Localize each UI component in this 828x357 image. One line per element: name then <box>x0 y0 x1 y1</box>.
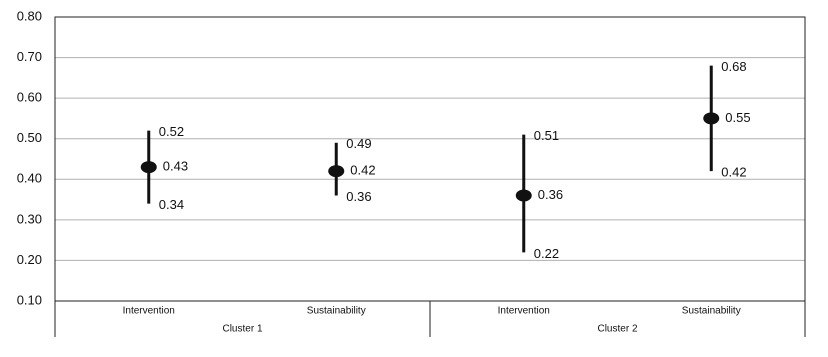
x-tick-label: Intervention <box>498 306 550 317</box>
value-label: 0.36 <box>346 189 371 204</box>
group-label: Cluster 2 <box>597 324 637 335</box>
point <box>328 165 345 178</box>
point <box>515 189 532 202</box>
y-tick-label: 0.80 <box>17 8 42 23</box>
y-tick-label: 0.20 <box>17 252 42 267</box>
x-tick-label: Intervention <box>123 306 175 317</box>
y-tick-label: 0.30 <box>17 211 42 226</box>
value-label: 0.55 <box>725 110 750 125</box>
y-tick-label: 0.60 <box>17 90 42 105</box>
value-label: 0.42 <box>721 165 746 180</box>
value-label: 0.43 <box>163 159 188 174</box>
y-tick-label: 0.10 <box>17 292 42 307</box>
y-tick-label: 0.40 <box>17 171 42 186</box>
value-label: 0.22 <box>534 246 559 261</box>
value-label: 0.34 <box>159 197 184 212</box>
point <box>140 161 157 174</box>
value-label: 0.36 <box>538 187 563 202</box>
x-tick-label: Sustainability <box>682 306 741 317</box>
value-label: 0.52 <box>159 124 184 139</box>
group-label: Cluster 1 <box>222 324 262 335</box>
x-tick-label: Sustainability <box>307 306 366 317</box>
y-tick-label: 0.70 <box>17 49 42 64</box>
point <box>703 112 720 125</box>
value-label: 0.42 <box>350 163 375 178</box>
value-label: 0.49 <box>346 136 371 151</box>
value-label: 0.68 <box>721 59 746 74</box>
value-label: 0.51 <box>534 128 559 143</box>
y-tick-label: 0.50 <box>17 130 42 145</box>
